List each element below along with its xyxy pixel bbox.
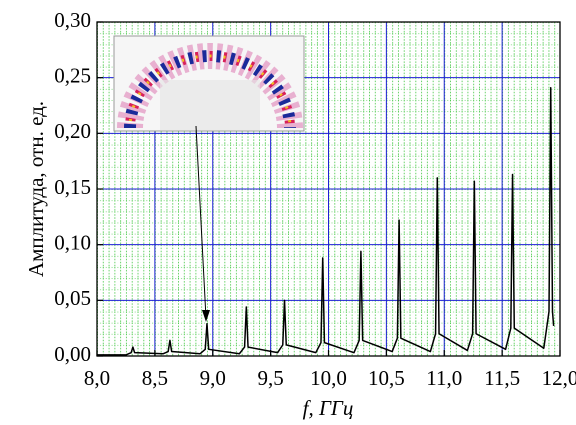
y-tick-label: 0,15 bbox=[54, 175, 91, 199]
x-tick-label: 10,0 bbox=[310, 366, 347, 390]
inset-image bbox=[113, 35, 305, 132]
data-line bbox=[97, 86, 555, 356]
x-tick-label: 12,0 bbox=[542, 366, 576, 390]
y-tick-label: 0,30 bbox=[54, 8, 91, 32]
arrow bbox=[195, 125, 210, 322]
x-tick-label: 10,5 bbox=[368, 366, 405, 390]
y-tick-label: 0,10 bbox=[54, 230, 91, 254]
y-tick-label: 0,20 bbox=[54, 119, 91, 143]
y-axis-label: Амплитуда, отн. ед. bbox=[24, 101, 48, 277]
x-tick-label: 8,5 bbox=[142, 366, 168, 390]
x-tick-label: 9,0 bbox=[200, 366, 226, 390]
x-tick-label: 11,0 bbox=[426, 366, 462, 390]
y-tick-label: 0,05 bbox=[54, 286, 91, 310]
x-tick-label: 8,0 bbox=[84, 366, 110, 390]
y-tick-label: 0,25 bbox=[54, 63, 91, 87]
x-tick-label: 11,5 bbox=[484, 366, 520, 390]
x-tick-label: 9,5 bbox=[258, 366, 284, 390]
x-axis-label: f, ГГц bbox=[303, 396, 354, 420]
plot-layer bbox=[97, 86, 555, 356]
y-tick-label: 0,00 bbox=[54, 342, 91, 366]
